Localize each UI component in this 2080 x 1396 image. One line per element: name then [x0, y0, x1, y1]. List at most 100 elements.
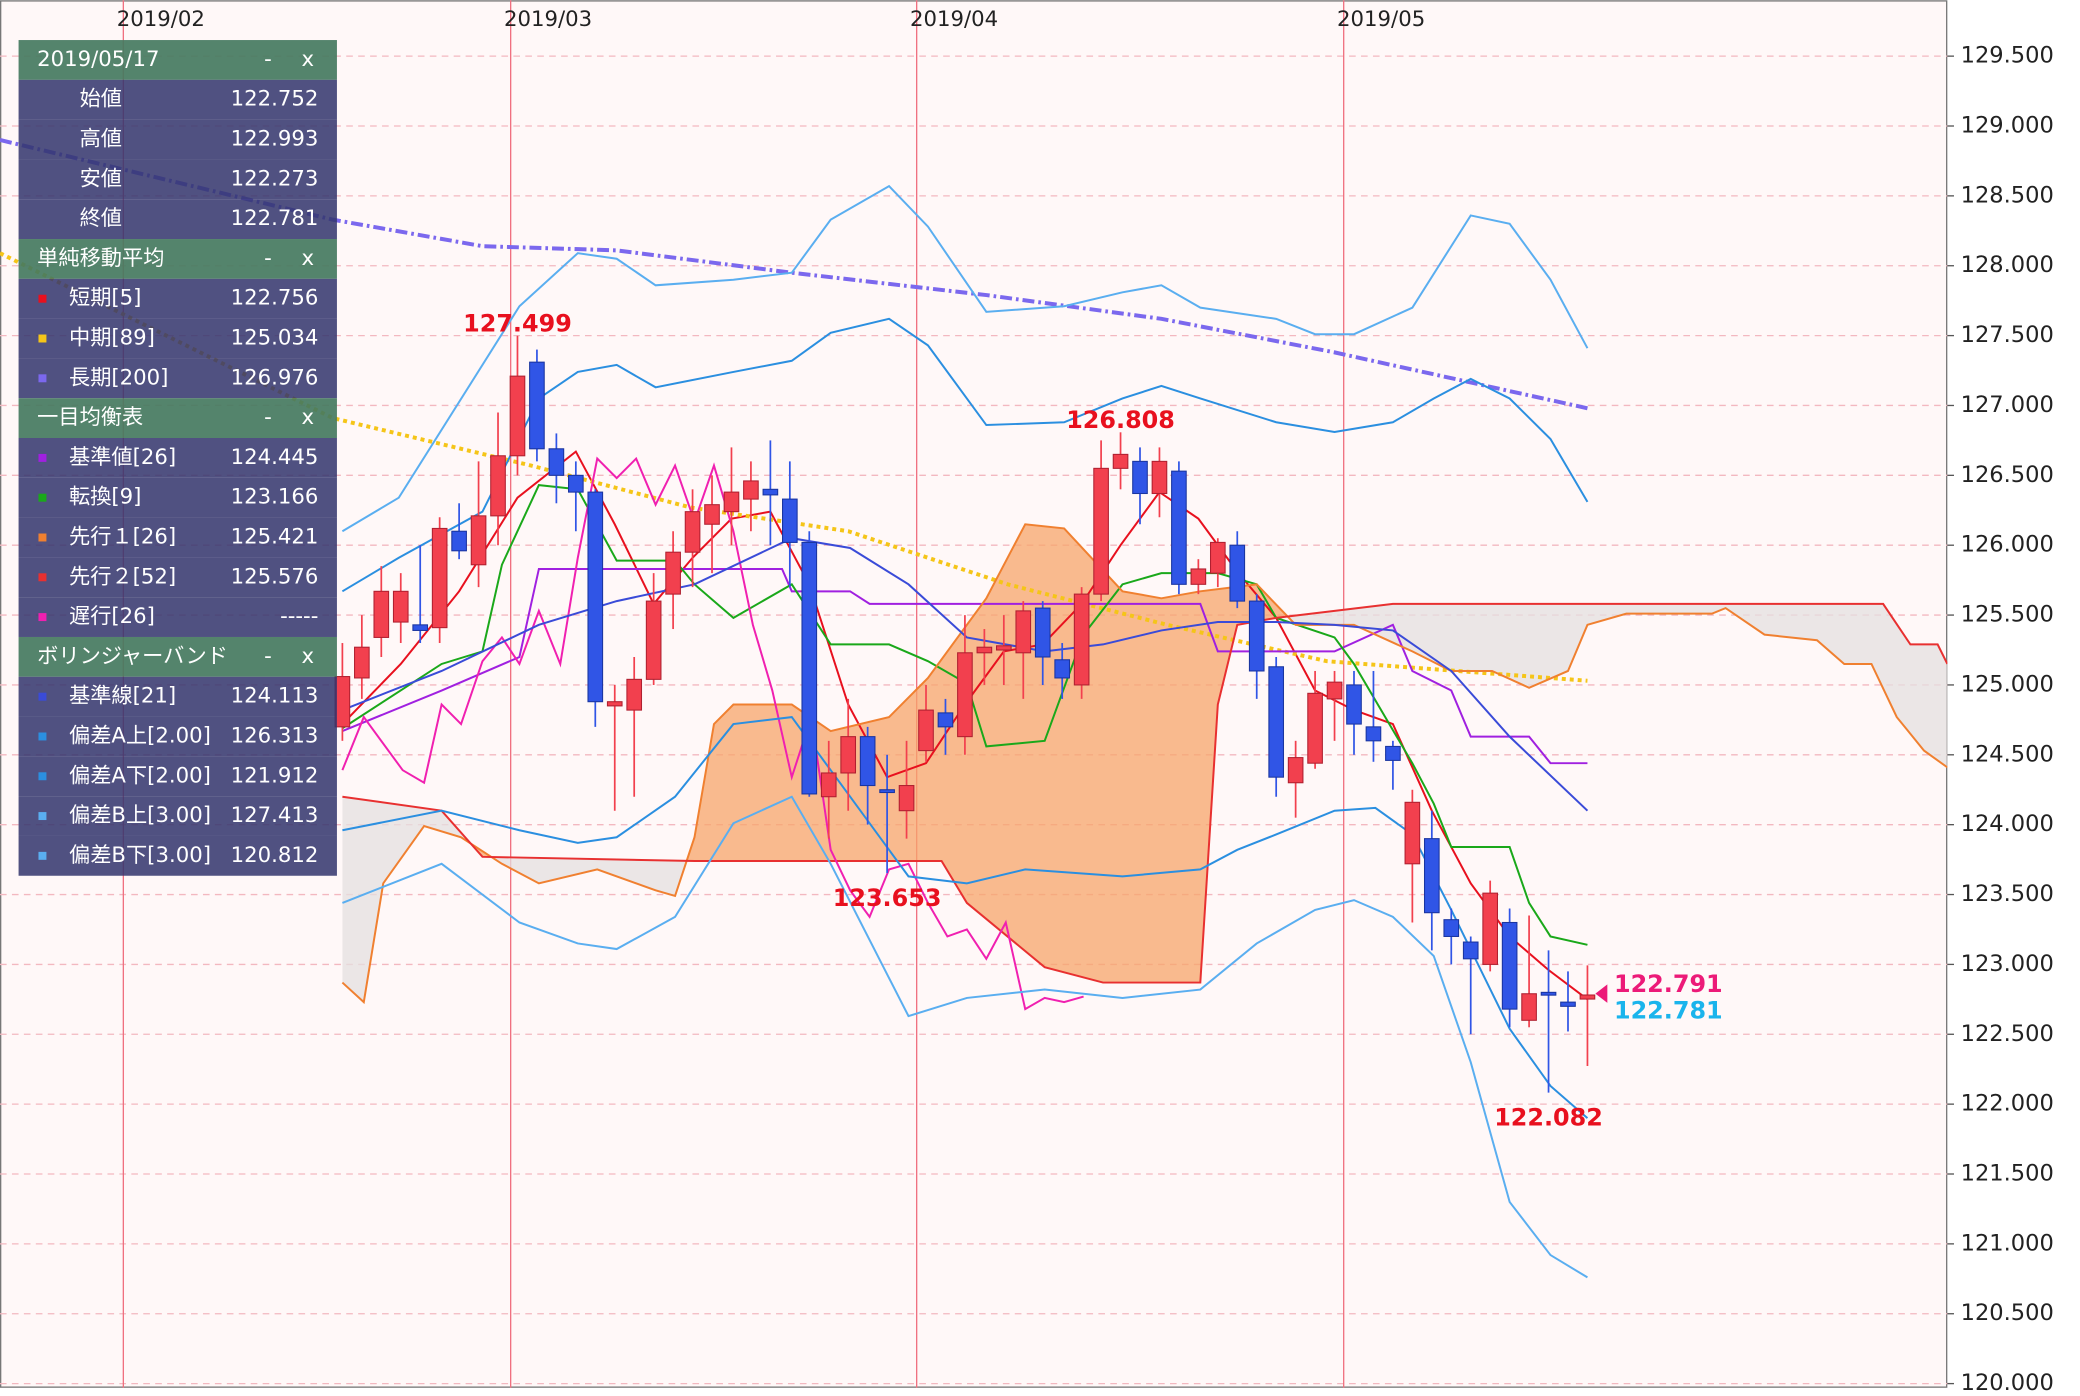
- candle-body: [665, 551, 681, 595]
- x-tick-label: 2019/02: [117, 7, 205, 32]
- y-tick-label: 128.500: [1961, 182, 2054, 208]
- candle-body: [1346, 684, 1362, 725]
- ohlc-value: 122.752: [231, 87, 319, 112]
- panel-row: [18, 835, 337, 876]
- ohlc-label: 安値: [80, 166, 122, 191]
- candle-body: [1443, 919, 1460, 937]
- panel-header: [18, 636, 337, 677]
- candle-body: [1365, 726, 1382, 742]
- panel-minimize[interactable]: -: [264, 405, 272, 430]
- y-tick-label: 129.000: [1961, 113, 2054, 139]
- y-tick-label: 125.000: [1961, 671, 2054, 697]
- candle-body: [996, 645, 1012, 651]
- panel-minimize[interactable]: -: [264, 47, 272, 72]
- legend-value: 126.313: [231, 723, 319, 748]
- indicator-line: [0, 251, 1588, 683]
- legend-swatch: [38, 334, 47, 343]
- panel-row: [18, 756, 337, 797]
- panel-row: [18, 318, 337, 359]
- candle-body: [548, 448, 565, 476]
- panel-row: [18, 438, 337, 478]
- ohlc-label: 始値: [80, 87, 122, 112]
- candle-body: [1404, 801, 1421, 865]
- legend-value: 120.812: [231, 843, 319, 868]
- y-tick-label: 122.000: [1961, 1091, 2054, 1117]
- legend-name: 先行２[52]: [69, 564, 176, 589]
- ohlc-value: 122.273: [231, 166, 319, 191]
- legend-swatch: [38, 374, 47, 383]
- candle-body: [1462, 941, 1479, 960]
- legend-swatch: [38, 812, 47, 821]
- panel-close[interactable]: x: [301, 47, 314, 72]
- candle-body: [587, 491, 604, 703]
- legend-name: 長期[200]: [69, 365, 168, 390]
- indicator-line: [342, 795, 1588, 1279]
- legend-swatch: [38, 533, 47, 542]
- price-marker-label: 122.781: [1614, 997, 1723, 1025]
- panel-close[interactable]: x: [301, 246, 314, 271]
- line-layer: [0, 138, 1948, 1279]
- panel-minimize[interactable]: -: [264, 246, 272, 271]
- candle-body: [1054, 659, 1071, 679]
- legend-value: -----: [280, 604, 318, 629]
- candle-body: [1385, 745, 1401, 761]
- legend-name: 短期[5]: [69, 286, 141, 311]
- legend-swatch: [38, 851, 47, 860]
- candle-body: [451, 530, 467, 552]
- candle-body: [918, 709, 934, 752]
- candle-body: [1132, 460, 1148, 495]
- candle-body: [568, 474, 584, 493]
- y-tick-label: 126.000: [1961, 532, 2054, 558]
- y-tick-label: 126.500: [1961, 462, 2054, 488]
- candle-body: [840, 736, 857, 774]
- candle-body: [684, 511, 701, 553]
- panel-close[interactable]: x: [301, 644, 314, 669]
- candle-body: [1560, 1001, 1576, 1007]
- candle-body: [1151, 460, 1168, 495]
- y-tick-label: 122.500: [1961, 1021, 2054, 1047]
- extreme-label: 126.808: [1066, 406, 1175, 434]
- candle-body: [354, 646, 370, 679]
- candle-body: [626, 678, 643, 711]
- candle-body: [957, 652, 973, 738]
- candle-body: [801, 541, 818, 795]
- ohlc-label: 高値: [80, 127, 122, 152]
- x-tick-label: 2019/05: [1337, 7, 1425, 32]
- panel-row: [18, 796, 337, 836]
- legend-value: 126.976: [231, 365, 319, 390]
- candle-body: [1540, 991, 1557, 996]
- candle-body: [645, 600, 662, 680]
- candle-body: [743, 480, 759, 500]
- panel-close[interactable]: x: [301, 405, 314, 430]
- candle-body: [529, 361, 545, 450]
- extreme-label: 122.082: [1494, 1104, 1603, 1132]
- y-tick-label: 121.000: [1961, 1230, 2054, 1256]
- candle-layer: [334, 335, 1596, 1093]
- extreme-label: 127.499: [463, 310, 572, 338]
- x-tick-label: 2019/03: [504, 7, 592, 32]
- panel-row: [18, 358, 337, 399]
- y-tick-label: 123.500: [1961, 881, 2054, 907]
- panel-row: [18, 716, 337, 757]
- panel-row: [18, 517, 337, 558]
- candle-body: [1482, 892, 1499, 965]
- panel-minimize[interactable]: -: [264, 644, 272, 669]
- legend-name: 偏差A上[2.00]: [69, 723, 211, 748]
- legend-value: 125.034: [231, 326, 319, 351]
- candle-body: [1268, 666, 1285, 778]
- y-tick-label: 127.000: [1961, 392, 2054, 418]
- legend-value: 124.113: [231, 684, 319, 709]
- legend-name: 偏差B下[3.00]: [69, 843, 211, 868]
- price-pointer: [1595, 984, 1608, 1003]
- price-marker-label: 122.791: [1614, 970, 1723, 998]
- candle-body: [1015, 610, 1032, 654]
- legend-value: 124.445: [231, 445, 319, 470]
- panel-row: [18, 557, 337, 598]
- ohlc-value: 122.993: [231, 127, 319, 152]
- legend-value: 122.756: [231, 286, 319, 311]
- y-tick-label: 124.500: [1961, 741, 2054, 767]
- legend-value: 121.912: [231, 763, 319, 788]
- legend-value: 123.166: [231, 485, 319, 510]
- candle-body: [1501, 921, 1518, 1010]
